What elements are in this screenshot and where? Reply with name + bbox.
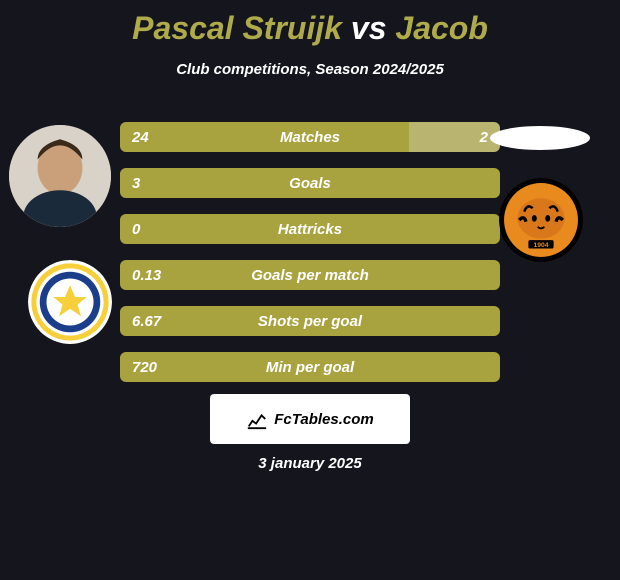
chart-icon [246, 408, 268, 430]
stat-bar-left: 24 [120, 122, 409, 152]
stats-table: 242Matches3Goals0Hattricks0.13Goals per … [120, 122, 500, 398]
stat-bar-left: 0.13 [120, 260, 500, 290]
player1-name: Pascal Struijk [132, 10, 342, 46]
footer-date: 3 january 2025 [0, 455, 620, 472]
svg-text:1904: 1904 [534, 242, 549, 249]
player2-avatar-placeholder [490, 126, 590, 150]
stat-row: 6.67Shots per goal [120, 306, 500, 336]
stat-value-right: 2 [480, 129, 488, 146]
club2-badge: 1904 [499, 178, 583, 262]
subtitle: Club competitions, Season 2024/2025 [0, 61, 620, 78]
stat-value-left: 0 [132, 221, 140, 238]
stat-value-left: 6.67 [132, 313, 161, 330]
comparison-title: Pascal Struijk vs Jacob [0, 0, 620, 47]
club1-badge [28, 260, 112, 344]
stat-bar-left: 0 [120, 214, 500, 244]
stat-row: 242Matches [120, 122, 500, 152]
stat-row: 3Goals [120, 168, 500, 198]
stat-value-left: 24 [132, 129, 149, 146]
player1-avatar [9, 125, 111, 227]
brand-text: FcTables.com [274, 411, 373, 428]
stat-value-left: 3 [132, 175, 140, 192]
stat-bar-left: 3 [120, 168, 500, 198]
fctables-logo: FcTables.com [210, 394, 410, 444]
stat-bar-left: 6.67 [120, 306, 500, 336]
stat-bar-left: 720 [120, 352, 500, 382]
vs-text: vs [351, 10, 387, 46]
stat-value-left: 720 [132, 359, 157, 376]
stat-row: 0Hattricks [120, 214, 500, 244]
stat-row: 720Min per goal [120, 352, 500, 382]
stat-bar-right: 2 [409, 122, 500, 152]
player2-name: Jacob [395, 10, 487, 46]
stat-value-left: 0.13 [132, 267, 161, 284]
stat-row: 0.13Goals per match [120, 260, 500, 290]
